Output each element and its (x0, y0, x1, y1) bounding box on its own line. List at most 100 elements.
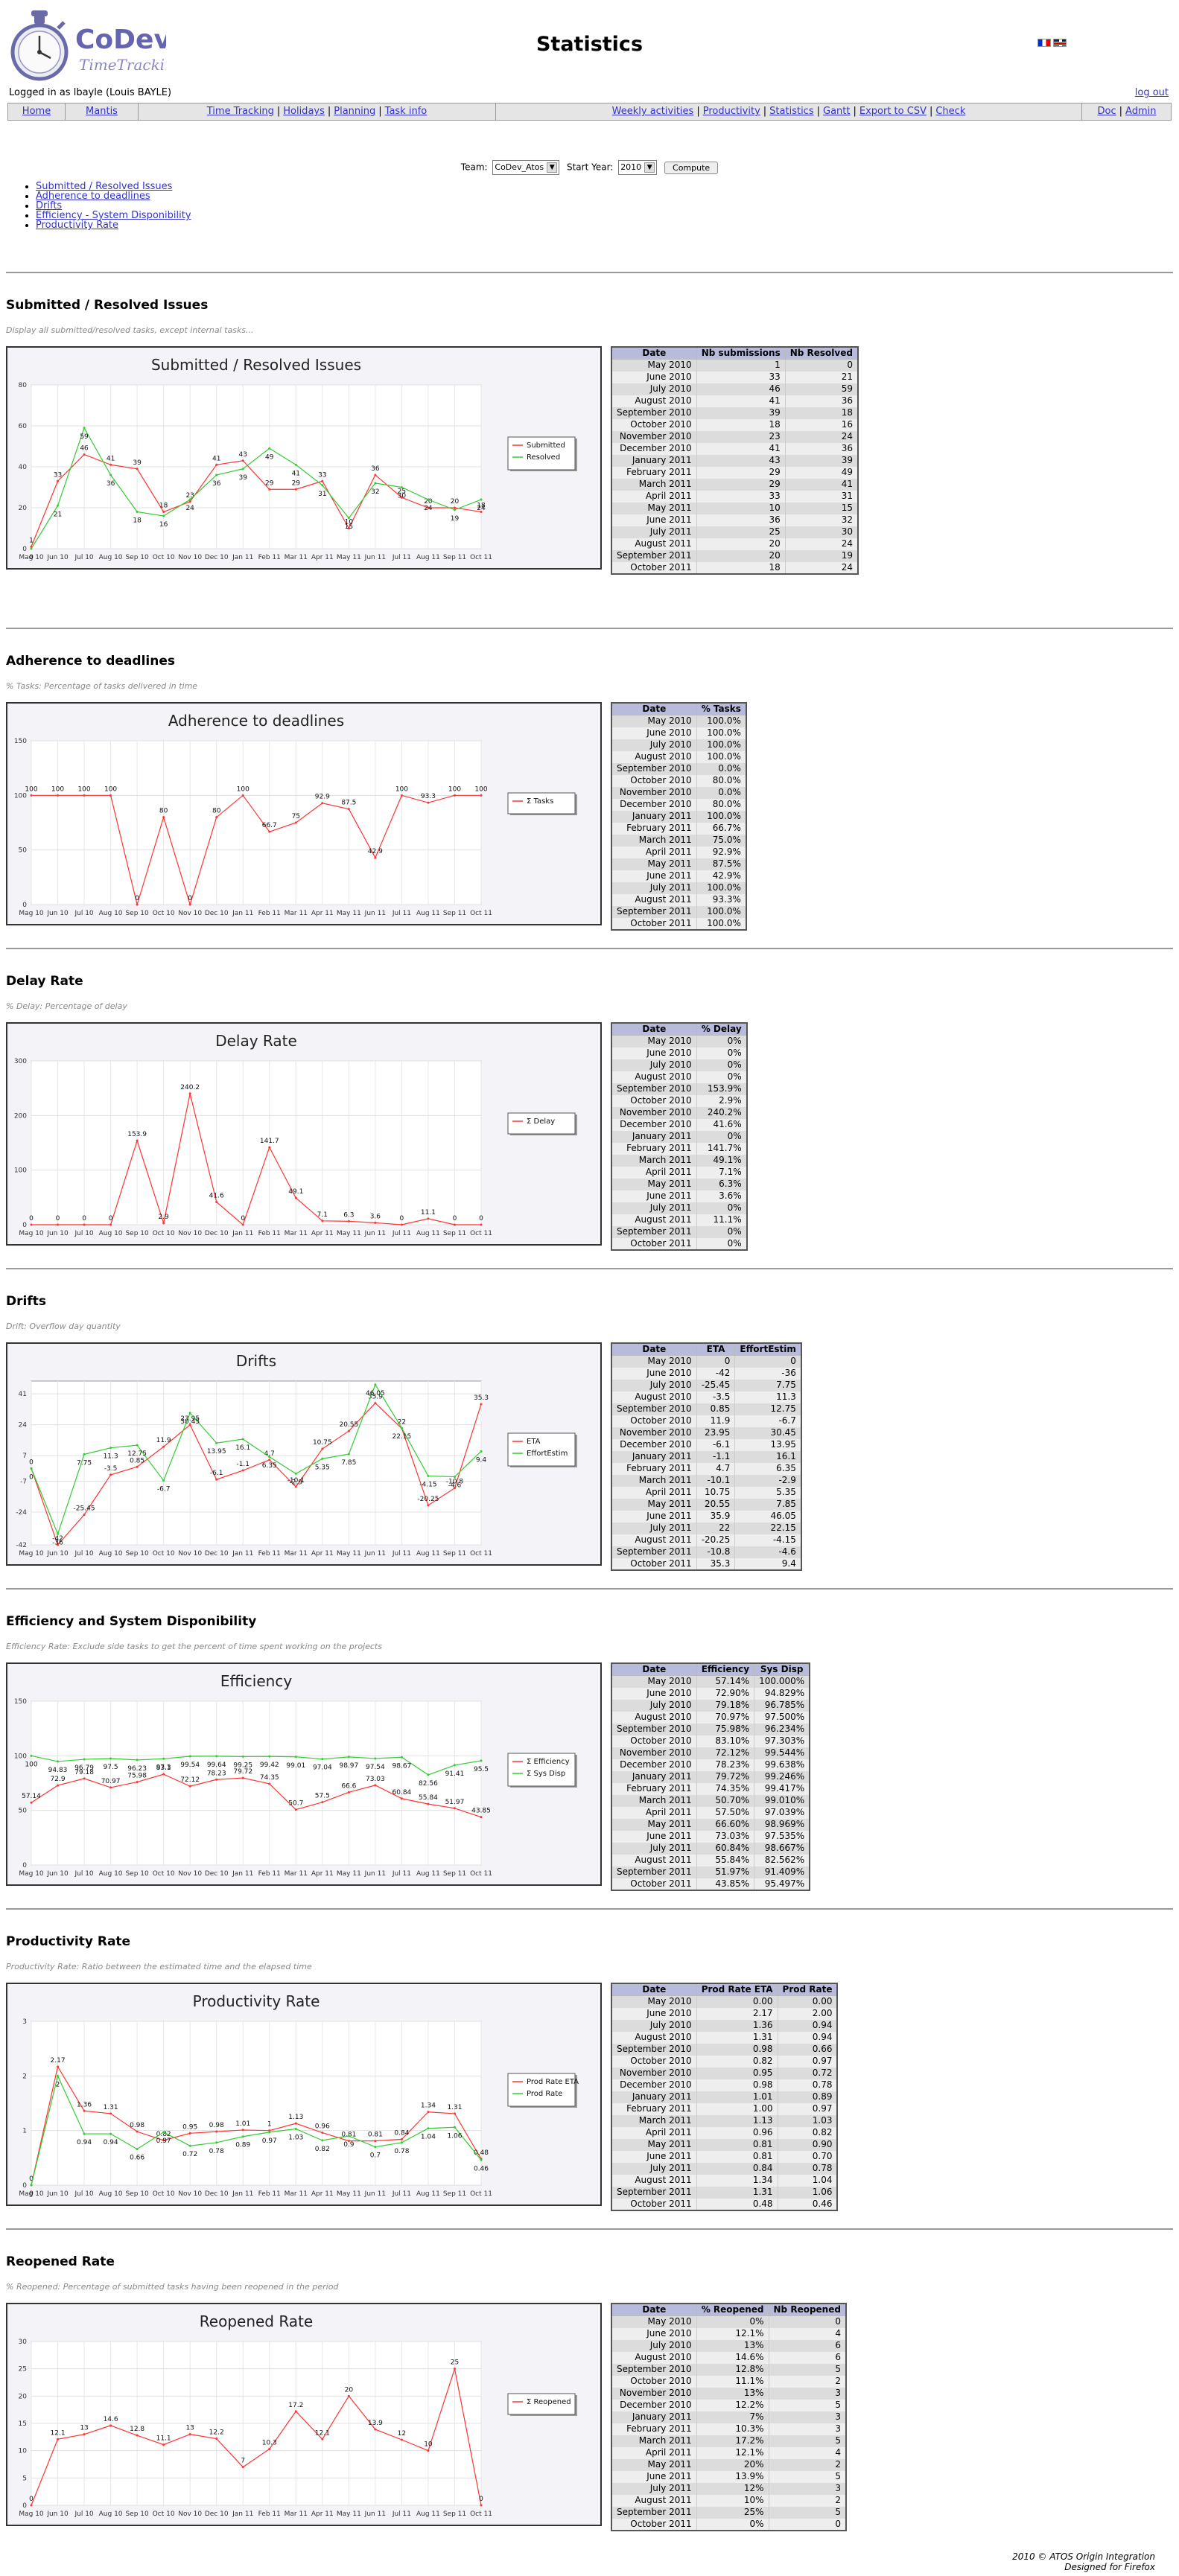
data-point (321, 1220, 324, 1222)
y-tick-label: 300 (14, 1058, 27, 1065)
table-row: September 2011 25% 5 (611, 2506, 847, 2519)
data-label: 41.6 (209, 1192, 224, 1199)
menu-link[interactable]: Mantis (86, 106, 118, 117)
menu-group-home: Home (8, 103, 66, 120)
data-point (57, 1532, 60, 1535)
row-date: October 2011 (611, 1558, 697, 1570)
row-date: December 2010 (611, 2399, 697, 2411)
plot-area (31, 1380, 482, 1546)
french-flag-icon[interactable] (1037, 39, 1051, 47)
x-tick-label: Aug 11 (416, 2190, 440, 2198)
row-date: December 2010 (611, 1438, 697, 1451)
column-header: Date (611, 2303, 697, 2316)
legend-label: Σ Efficiency (527, 1758, 570, 1766)
chart-svg: Drifts -42 -24 -7 7 24 41 Mag 10 Jun 10 Jul 10 Aug… (16, 1352, 577, 1558)
data-point (136, 903, 139, 906)
y-tick-label: 25 (19, 2366, 27, 2373)
row-date: June 2010 (611, 2007, 697, 2020)
data-label: -3.5 (104, 1465, 118, 1473)
menu-link[interactable]: Gantt (823, 106, 851, 117)
english-flag-icon[interactable] (1053, 39, 1067, 47)
table-cell: 6 (768, 2351, 847, 2364)
menu-link[interactable]: Admin (1125, 106, 1157, 117)
data-point (83, 2433, 86, 2436)
data-label: 21 (54, 511, 62, 518)
menu-link[interactable]: Export to CSV (859, 106, 927, 117)
table-cell: 11.9 (696, 1415, 736, 1427)
menu-link[interactable]: Task info (384, 106, 428, 117)
toc-link-efficiency[interactable]: Efficiency - System Disponibility (36, 210, 191, 221)
team-select[interactable]: CoDev_Atos ▼ (492, 160, 560, 175)
data-point (215, 1441, 218, 1444)
menu-link[interactable]: Check (935, 106, 966, 117)
data-point (215, 2438, 218, 2440)
table-row: June 2011 13.9% 5 (611, 2470, 847, 2483)
row-date: June 2010 (611, 2327, 697, 2340)
data-point (57, 479, 60, 482)
logout-link[interactable]: log out (1134, 87, 1169, 98)
menu-link[interactable]: Home (22, 106, 51, 117)
table-row: May 2011 0.81 0.90 (611, 2138, 838, 2151)
data-point (321, 1758, 324, 1761)
table-cell: 87.5% (696, 858, 747, 870)
row-date: October 2011 (611, 2198, 697, 2210)
row-date: June 2011 (611, 2150, 697, 2163)
menu-link[interactable]: Doc (1097, 106, 1116, 117)
data-label: 12.8 (130, 2426, 144, 2433)
menu-link[interactable]: Planning (334, 106, 376, 117)
x-tick-label: Dec 10 (205, 2190, 229, 2198)
menu-link[interactable]: Time Tracking (206, 106, 274, 117)
x-tick-label: Aug 10 (99, 554, 123, 561)
data-label: 97.3 (156, 1764, 171, 1771)
table-cell: 57.50% (696, 1806, 755, 1819)
y-tick-label: 100 (14, 792, 27, 800)
toc-link-submitted[interactable]: Submitted / Resolved Issues (36, 181, 173, 192)
y-tick-label: 50 (19, 1808, 28, 1815)
data-label: 57.14 (22, 1793, 41, 1800)
data-point (30, 794, 33, 797)
menu-separator: | (276, 106, 281, 117)
table-of-contents: Submitted / Resolved Issues Adherence to… (22, 182, 191, 230)
toc-link-drifts[interactable]: Drifts (36, 200, 63, 211)
x-tick-label: Oct 10 (153, 910, 175, 917)
data-point (188, 1412, 191, 1415)
data-point (215, 463, 218, 466)
x-tick-label: Jun 11 (364, 910, 386, 917)
compute-button[interactable]: Compute (664, 161, 719, 174)
legend-label: Σ Tasks (527, 797, 553, 806)
table-cell: 1.00 (696, 2102, 778, 2115)
data-point (347, 527, 350, 529)
start-year-select[interactable]: 2010 ▼ (618, 160, 658, 175)
data-point (109, 474, 112, 476)
data-point (294, 821, 297, 824)
row-date: April 2011 (611, 846, 697, 858)
column-header: Date (611, 702, 697, 715)
table-cell: 30.45 (734, 1426, 802, 1439)
section-title: Reopened Rate (6, 2254, 115, 2269)
data-point (109, 2424, 112, 2427)
table-row: April 2011 7.1% (611, 1166, 748, 1179)
menu-link[interactable]: Productivity (702, 106, 760, 117)
menu-link[interactable]: Weekly activities (611, 106, 694, 117)
toc-link-adherence[interactable]: Adherence to deadlines (36, 191, 150, 202)
data-label: 0 (400, 1215, 404, 1222)
x-tick-label: Jul 11 (392, 1230, 411, 1237)
data-label: 97.54 (366, 1764, 385, 1771)
data-point (109, 1447, 112, 1450)
data-point (241, 2129, 244, 2132)
logo-name: CoDev (75, 25, 166, 55)
table-row: March 2011 49.1% (611, 1154, 748, 1167)
menu-link[interactable]: Holidays (283, 106, 325, 117)
menu-link[interactable]: Statistics (769, 106, 814, 117)
data-label: 33 (54, 471, 62, 479)
x-tick-label: Oct 10 (153, 1870, 175, 1878)
menu-separator: | (816, 106, 820, 117)
table-row: September 2011 100.0% (611, 905, 747, 918)
data-label: 31 (318, 491, 326, 498)
table-cell: 49.1% (696, 1154, 748, 1167)
data-point (347, 1220, 350, 1222)
toc-link-productivity[interactable]: Productivity Rate (36, 220, 119, 231)
data-label: 99.01 (286, 1762, 305, 1770)
row-date: January 2011 (611, 2411, 697, 2423)
